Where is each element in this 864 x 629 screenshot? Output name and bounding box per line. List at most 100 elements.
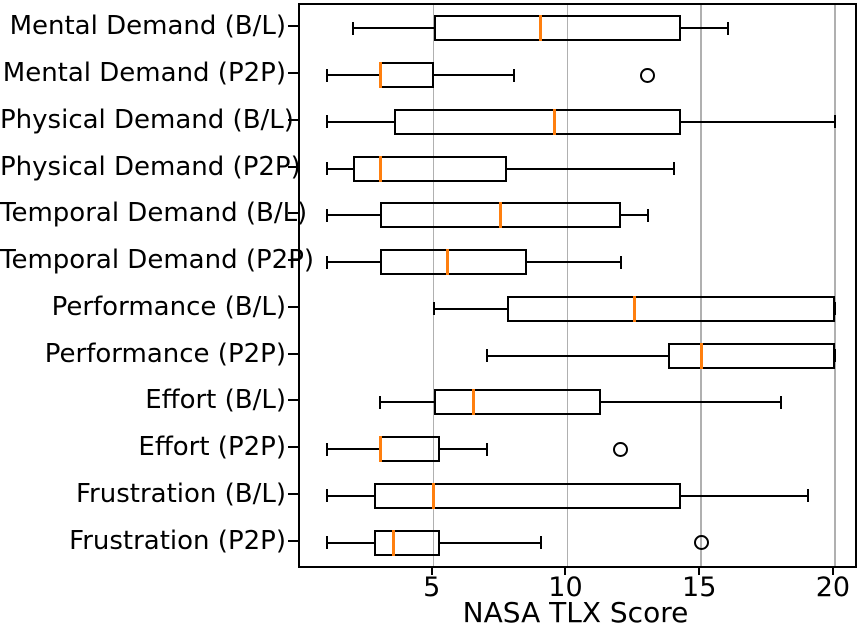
outlier-marker	[613, 441, 629, 457]
whisker-low	[326, 494, 374, 497]
whisker-cap-high	[726, 21, 729, 35]
y-tick	[288, 72, 298, 75]
y-tick	[288, 352, 298, 355]
x-tick	[831, 566, 834, 575]
gridline	[432, 5, 435, 566]
whisker-low	[326, 214, 381, 217]
median-line	[378, 155, 382, 182]
box	[373, 482, 682, 509]
whisker-cap-high	[646, 208, 649, 222]
whisker-low	[326, 120, 394, 123]
whisker-low	[326, 74, 381, 77]
whisker-low	[326, 541, 374, 544]
median-line	[632, 295, 636, 322]
whisker-cap-low	[379, 395, 382, 409]
whisker-low	[326, 261, 381, 264]
whisker-cap-low	[325, 255, 328, 269]
whisker-cap-low	[325, 115, 328, 129]
whisker-cap-low	[432, 302, 435, 316]
y-tick	[288, 446, 298, 449]
whisker-high	[433, 74, 514, 77]
whisker-cap-high	[833, 302, 836, 316]
box	[433, 15, 682, 42]
box	[380, 249, 528, 276]
whisker-cap-low	[486, 349, 489, 363]
y-tick-label: Physical Demand (B/L)	[0, 104, 294, 135]
box	[667, 342, 835, 369]
y-tick	[288, 259, 298, 262]
median-line	[699, 342, 703, 369]
x-tick	[698, 566, 701, 575]
box	[373, 529, 441, 556]
box	[353, 155, 508, 182]
whisker-high	[681, 120, 835, 123]
whisker-cap-high	[673, 162, 676, 176]
whisker-high	[440, 541, 541, 544]
whisker-low	[326, 167, 354, 170]
median-line	[472, 389, 476, 416]
whisker-high	[527, 261, 621, 264]
y-tick-label: Mental Demand (P2P)	[2, 58, 286, 89]
whisker-cap-high	[807, 489, 810, 503]
whisker-high	[681, 27, 728, 30]
median-line	[432, 482, 436, 509]
y-tick-label: Effort (P2P)	[138, 432, 286, 463]
whisker-cap-high	[512, 68, 515, 82]
box	[507, 295, 835, 322]
box	[380, 436, 441, 463]
x-tick-label: 5	[423, 572, 441, 603]
whisker-cap-low	[325, 489, 328, 503]
whisker-high	[681, 494, 809, 497]
y-tick	[288, 118, 298, 121]
plot-area	[298, 3, 857, 568]
median-line	[552, 108, 556, 135]
whisker-cap-low	[325, 536, 328, 550]
y-tick-label: Physical Demand (P2P)	[0, 151, 301, 182]
x-tick	[430, 566, 433, 575]
y-tick	[288, 305, 298, 308]
whisker-low	[353, 27, 434, 30]
whisker-low	[380, 401, 434, 404]
y-tick-label: Temporal Demand (P2P)	[0, 245, 315, 276]
whisker-high	[620, 214, 648, 217]
median-line	[539, 15, 543, 42]
y-tick	[288, 492, 298, 495]
x-tick	[564, 566, 567, 575]
whisker-cap-high	[539, 536, 542, 550]
x-tick-label: 10	[548, 572, 583, 603]
median-line	[392, 529, 396, 556]
box	[380, 62, 434, 89]
y-tick	[288, 399, 298, 402]
y-tick	[288, 212, 298, 215]
y-tick	[288, 165, 298, 168]
whisker-high	[600, 401, 782, 404]
whisker-cap-low	[325, 208, 328, 222]
y-tick-label: Frustration (B/L)	[75, 478, 286, 509]
whisker-cap-low	[352, 21, 355, 35]
box	[393, 108, 682, 135]
y-tick-label: Performance (P2P)	[44, 338, 286, 369]
whisker-cap-high	[619, 255, 622, 269]
outlier-marker	[640, 67, 656, 83]
whisker-high	[507, 167, 675, 170]
x-tick-label: 15	[682, 572, 717, 603]
whisker-cap-low	[325, 162, 328, 176]
y-tick-label: Frustration (P2P)	[69, 525, 286, 556]
whisker-low	[433, 307, 508, 310]
whisker-cap-high	[486, 442, 489, 456]
whisker-cap-high	[833, 349, 836, 363]
median-line	[499, 202, 503, 229]
median-line	[378, 62, 382, 89]
y-tick	[288, 539, 298, 542]
median-line	[445, 249, 449, 276]
whisker-high	[440, 448, 488, 451]
whisker-cap-low	[325, 442, 328, 456]
y-tick-label: Mental Demand (B/L)	[9, 11, 286, 42]
y-tick-label: Temporal Demand (B/L)	[0, 198, 308, 229]
whisker-low	[326, 448, 381, 451]
whisker-cap-high	[833, 115, 836, 129]
y-tick-label: Effort (B/L)	[145, 385, 286, 416]
box	[433, 389, 601, 416]
y-tick-label: Performance (B/L)	[51, 291, 286, 322]
